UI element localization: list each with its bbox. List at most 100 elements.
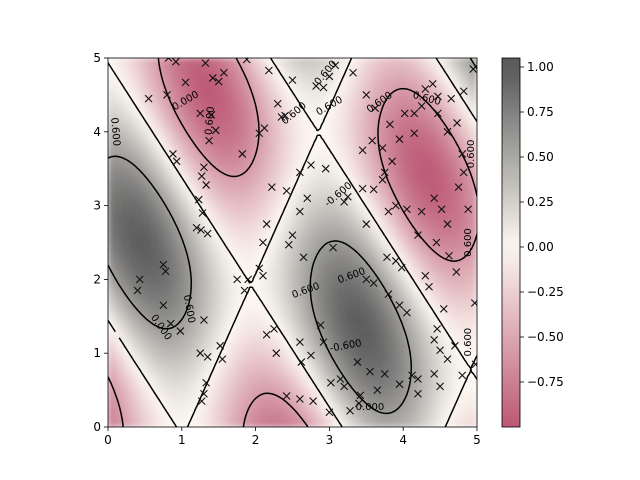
sample-marker	[272, 349, 281, 358]
field-cell	[396, 73, 406, 83]
field-cell	[300, 217, 310, 227]
field-cell	[203, 298, 213, 308]
field-cell	[412, 97, 422, 107]
sample-marker	[164, 58, 173, 62]
sample-marker	[356, 391, 365, 400]
field-cell	[171, 402, 181, 412]
field-cell	[428, 274, 438, 284]
field-cell	[452, 338, 462, 348]
field-cell	[195, 58, 205, 67]
field-cell	[308, 58, 318, 67]
field-cell	[235, 233, 245, 243]
field-cell	[123, 338, 133, 348]
field-cell	[324, 193, 334, 203]
field-cell	[179, 209, 189, 219]
field-cell	[203, 242, 213, 252]
field-cell	[219, 306, 229, 316]
field-cell	[292, 113, 302, 123]
field-cell	[163, 362, 173, 372]
field-cell	[420, 402, 430, 412]
field-cell	[428, 282, 438, 292]
sample-marker	[267, 183, 276, 192]
field-cell	[171, 290, 181, 300]
field-cell	[147, 394, 157, 404]
field-cell	[187, 65, 197, 75]
field-cell	[147, 410, 157, 420]
field-cell	[428, 129, 438, 139]
field-cell	[275, 298, 285, 308]
field-cell	[251, 386, 261, 396]
field-cell	[444, 225, 454, 235]
sample-marker	[159, 301, 168, 310]
field-cell	[115, 258, 125, 268]
field-cell	[372, 298, 382, 308]
field-cell	[316, 97, 326, 107]
field-cell	[308, 266, 318, 276]
field-cell	[227, 217, 237, 227]
field-cell	[444, 410, 454, 420]
field-cell	[123, 121, 133, 131]
field-cell	[388, 129, 398, 139]
colorbar-tick-label: −0.25	[527, 285, 564, 299]
sample-marker	[400, 109, 409, 118]
field-cell	[267, 209, 277, 219]
field-cell	[243, 266, 253, 276]
field-cell	[428, 73, 438, 83]
field-cell	[420, 193, 430, 203]
field-cell	[372, 225, 382, 235]
field-cell	[348, 242, 358, 252]
field-cell	[187, 73, 197, 83]
field-cell	[163, 233, 173, 243]
field-cell	[452, 354, 462, 364]
field-cell	[468, 306, 477, 316]
sample-marker	[417, 102, 426, 110]
field-cell	[163, 258, 173, 268]
field-cell	[283, 137, 293, 147]
sample-marker	[211, 126, 220, 135]
field-cell	[460, 137, 470, 147]
field-cell	[468, 354, 477, 364]
field-cell	[243, 290, 253, 300]
field-cell	[275, 290, 285, 300]
field-cell	[211, 354, 221, 364]
field-cell	[179, 217, 189, 227]
field-cell	[420, 418, 430, 427]
field-cell	[292, 161, 302, 171]
field-cell	[155, 209, 165, 219]
field-cell	[203, 209, 213, 219]
field-cell	[412, 121, 422, 131]
field-cell	[187, 58, 197, 67]
field-cell	[460, 282, 470, 292]
field-cell	[179, 58, 189, 67]
field-cell	[324, 258, 334, 268]
field-cell	[163, 378, 173, 388]
field-cell	[267, 145, 277, 155]
field-cell	[147, 402, 157, 412]
field-cell	[163, 402, 173, 412]
field-cell	[179, 113, 189, 123]
field-cell	[444, 386, 454, 396]
field-cell	[171, 169, 181, 179]
field-cell	[372, 89, 382, 99]
sample-marker	[201, 59, 210, 68]
field-cell	[259, 73, 269, 83]
field-cell	[436, 250, 446, 260]
x-tick-label: 1	[178, 433, 186, 447]
field-cell	[131, 274, 141, 284]
field-cell	[227, 386, 237, 396]
field-cell	[428, 81, 438, 91]
field-cell	[412, 201, 422, 211]
field-cell	[292, 306, 302, 316]
field-cell	[396, 266, 406, 276]
field-cell	[171, 306, 181, 316]
field-cell	[131, 258, 141, 268]
field-cell	[380, 258, 390, 268]
sample-marker	[172, 157, 181, 166]
field-cell	[275, 137, 285, 147]
sample-marker	[458, 150, 467, 158]
sample-marker	[346, 406, 354, 415]
field-cell	[436, 225, 446, 235]
field-cell	[372, 201, 382, 211]
field-cell	[468, 258, 477, 268]
field-cell	[412, 177, 422, 187]
